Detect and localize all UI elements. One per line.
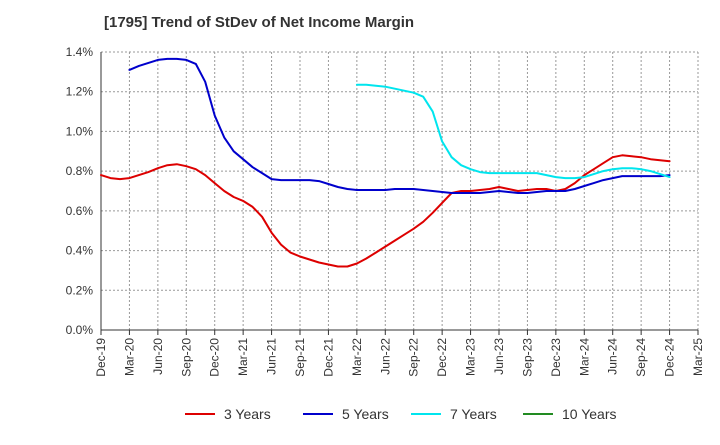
x-tick-label: Dec-21 (321, 338, 335, 377)
x-tick-label: Mar-21 (236, 338, 250, 376)
y-tick-label: 1.2% (66, 85, 94, 99)
x-tick-label: Jun-22 (378, 338, 392, 375)
x-tick-label: Dec-22 (435, 338, 449, 377)
y-tick-label: 1.4% (66, 45, 94, 59)
x-tick-label: Sep-24 (634, 338, 648, 377)
x-tick-label: Mar-23 (464, 338, 478, 376)
legend: 3 Years 5 Years 7 Years 10 Years (185, 406, 617, 422)
series-lines (100, 57, 671, 268)
y-tick-label: 1.0% (66, 124, 94, 138)
x-tick-label: Jun-20 (151, 338, 165, 375)
grid-lines (101, 51, 699, 330)
legend-label-7-years: 7 Years (450, 406, 497, 422)
y-tick-label: 0.0% (66, 323, 94, 337)
y-tick-label: 0.8% (66, 164, 94, 178)
legend-label-10-years: 10 Years (562, 406, 617, 422)
x-tick-label: Jun-24 (606, 338, 620, 375)
x-tick-label: Jun-21 (265, 338, 279, 375)
x-tick-label: Sep-22 (407, 338, 421, 377)
x-tick-label: Sep-23 (520, 338, 534, 377)
x-tick-label: Dec-19 (94, 338, 108, 377)
x-tick-label: Mar-22 (350, 338, 364, 376)
y-tick-label: 0.2% (66, 283, 94, 297)
series-line-3-years (100, 154, 671, 268)
legend-label-5-years: 5 Years (342, 406, 389, 422)
axes: 0.0% 0.2% 0.4% 0.6% 0.8% 1.0% 1.2% 1.4% Dec-19 Ma… (66, 45, 705, 377)
legend-label-3-years: 3 Years (224, 406, 271, 422)
x-tick-label: Jun-23 (492, 338, 506, 375)
x-tick-label: Mar-20 (122, 338, 136, 376)
x-tick-label: Mar-25 (691, 338, 705, 376)
x-tick-label: Mar-24 (577, 338, 591, 376)
series-line-5-years (128, 57, 671, 194)
x-tick-label: Dec-23 (549, 338, 563, 377)
series-line-7-years (355, 83, 671, 180)
x-tick-label: Sep-20 (179, 338, 193, 377)
y-tick-label: 0.4% (66, 244, 94, 258)
x-tick-label: Dec-20 (208, 338, 222, 377)
x-tick-label: Sep-21 (293, 338, 307, 377)
chart-title: [1795] Trend of StDev of Net Income Marg… (104, 14, 415, 31)
y-tick-label: 0.6% (66, 204, 94, 218)
x-tick-label: Dec-24 (663, 338, 677, 377)
